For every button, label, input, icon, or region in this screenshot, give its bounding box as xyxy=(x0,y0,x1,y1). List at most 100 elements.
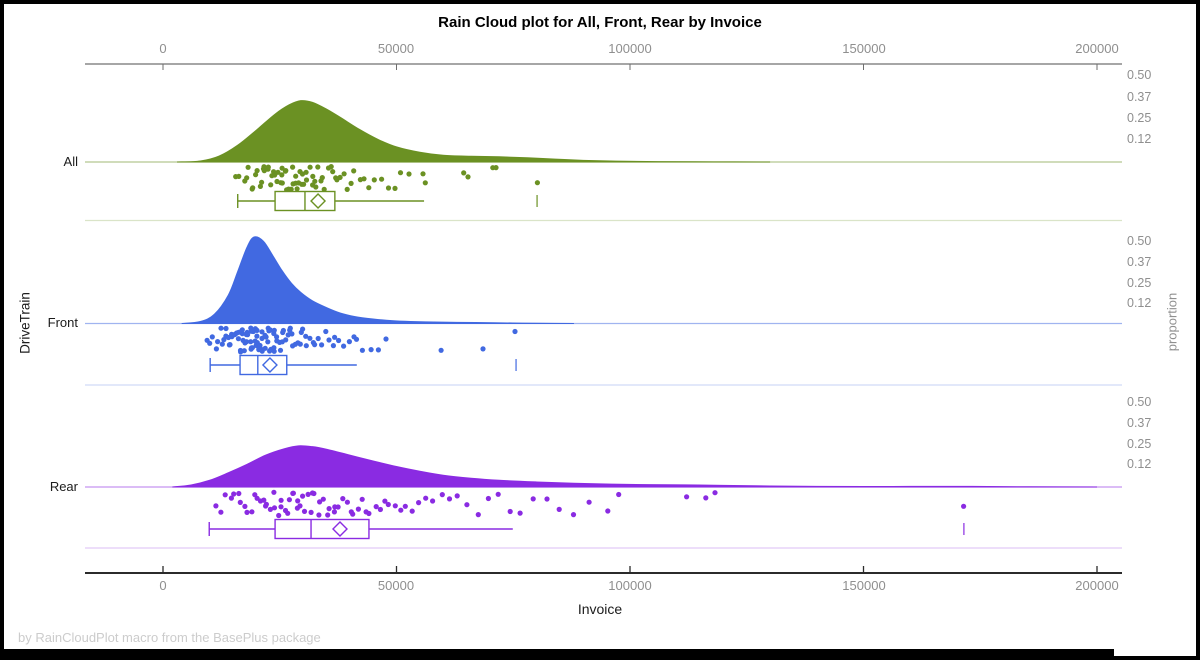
rain-point xyxy=(301,181,307,187)
rain-point xyxy=(359,347,365,353)
rain-point xyxy=(371,177,377,183)
rain-point xyxy=(326,337,332,343)
rain-point xyxy=(344,499,350,505)
rain-point xyxy=(236,490,242,497)
rain-point xyxy=(290,490,296,496)
rain-point xyxy=(261,497,267,503)
top-x-tick-label: 100000 xyxy=(608,41,652,56)
rain-point xyxy=(319,342,325,348)
right-axis-label: proportion xyxy=(1164,292,1180,352)
rain-point xyxy=(570,511,577,518)
rain-point xyxy=(213,503,219,509)
rain-point xyxy=(326,506,332,512)
rain-point xyxy=(438,347,444,353)
rain-point xyxy=(321,186,327,192)
frame-left-edge xyxy=(0,0,4,660)
rain-point xyxy=(237,499,243,505)
rain-point xyxy=(267,327,273,333)
proportion-tick-label: 0.12 xyxy=(1127,457,1152,471)
panel-rear xyxy=(85,445,1122,549)
rain-point xyxy=(335,504,341,510)
rain-point xyxy=(344,186,350,192)
rain-point xyxy=(271,489,277,495)
rain-point xyxy=(495,491,501,497)
rain-point xyxy=(346,339,352,345)
bottom-x-tick-label: 0 xyxy=(159,578,167,593)
rain-point xyxy=(355,506,361,512)
rain-point xyxy=(248,339,254,345)
rain-point xyxy=(275,169,281,175)
rain-point xyxy=(392,503,398,509)
bottom-x-tick-label: 150000 xyxy=(842,578,886,593)
rain-point xyxy=(254,333,260,339)
rain-point xyxy=(262,332,268,338)
bottom-scrollbar[interactable] xyxy=(0,649,1114,657)
rain-point xyxy=(430,498,436,504)
rain-point xyxy=(961,503,967,509)
rain-point xyxy=(279,172,285,178)
rain-point xyxy=(263,501,269,507)
rain-point xyxy=(328,164,334,170)
rain-point xyxy=(316,512,322,518)
rain-point xyxy=(366,185,372,191)
rain-point xyxy=(303,177,310,183)
rain-point xyxy=(317,499,323,505)
proportion-tick-label: 0.37 xyxy=(1127,90,1152,104)
category-label-front: Front xyxy=(47,315,78,330)
rain-point xyxy=(307,335,313,341)
density-curve-rear xyxy=(172,445,1098,488)
density-curve-front xyxy=(181,236,574,324)
rain-point xyxy=(373,504,379,510)
rain-point xyxy=(228,495,234,501)
rain-point xyxy=(461,170,467,176)
rain-point xyxy=(303,169,309,175)
rain-point xyxy=(293,173,299,179)
rain-points-front xyxy=(204,325,518,355)
frame-top-edge xyxy=(0,0,1200,4)
rain-point xyxy=(271,327,277,333)
rain-point xyxy=(366,510,372,517)
rain-point xyxy=(257,183,263,189)
rain-point xyxy=(684,494,690,500)
proportion-tick-label: 0.50 xyxy=(1127,234,1152,248)
rain-point xyxy=(350,511,356,517)
rain-point xyxy=(277,347,284,353)
rain-point xyxy=(239,327,245,333)
rain-point xyxy=(315,335,321,342)
rain-point xyxy=(218,509,224,515)
rain-point xyxy=(311,490,317,497)
rain-point xyxy=(209,334,215,340)
rain-point xyxy=(485,495,491,502)
category-label-all: All xyxy=(63,154,78,169)
rain-point xyxy=(422,180,428,186)
rain-point xyxy=(493,165,499,171)
rain-point xyxy=(312,178,318,184)
proportion-tick-label: 0.25 xyxy=(1127,437,1152,451)
boxplot-front xyxy=(209,354,517,376)
rain-point xyxy=(276,512,282,519)
rain-point xyxy=(285,510,291,516)
rain-point xyxy=(282,168,288,174)
rain-point xyxy=(231,491,237,497)
rain-point xyxy=(254,168,260,174)
rain-point xyxy=(287,325,293,331)
rain-point xyxy=(268,182,274,188)
rain-point xyxy=(259,329,265,335)
rain-point xyxy=(278,504,284,510)
rain-point xyxy=(392,185,398,191)
rain-point xyxy=(245,164,251,170)
top-x-axis xyxy=(85,63,1122,70)
rain-point xyxy=(406,171,412,177)
rain-point xyxy=(368,347,374,353)
rain-point xyxy=(261,164,267,170)
rain-point xyxy=(382,498,388,504)
rain-point xyxy=(267,506,273,512)
panel-front xyxy=(85,236,1122,386)
rain-point xyxy=(226,342,232,348)
rain-point xyxy=(341,171,347,177)
rain-point xyxy=(300,326,306,332)
rain-point xyxy=(351,168,357,174)
rain-point xyxy=(530,496,536,502)
rain-point xyxy=(279,165,285,171)
